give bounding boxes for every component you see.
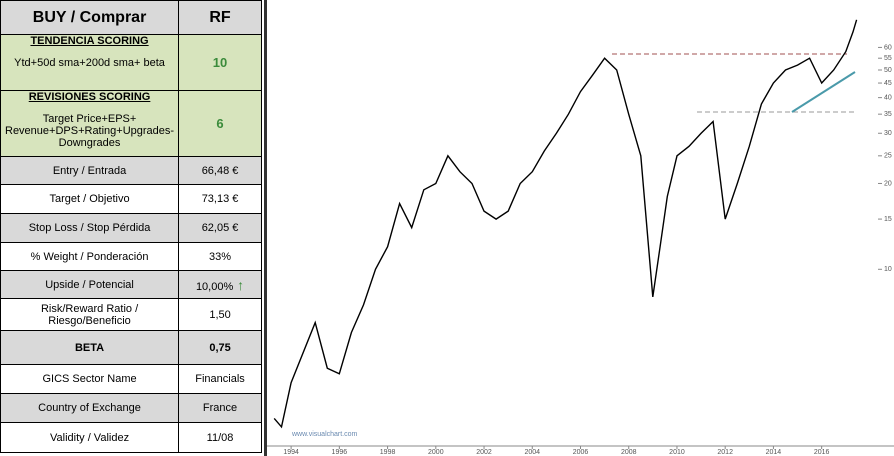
y-tick-label: 10 [884,266,892,273]
scoring-value: 10 [178,34,262,91]
row-label: Stop Loss / Stop Pérdida [0,213,180,243]
scoring-label: REVISIONES SCORING Target Price+EPS+ Reve… [0,90,180,157]
table-row: Country of Exchange France [0,393,262,423]
x-tick-label: 1998 [380,449,396,456]
row-value: Financials [178,364,262,394]
row-value: France [178,393,262,423]
up-arrow-icon: ↑ [233,276,245,293]
row-value: 62,05 € [178,213,262,243]
row-value: 11/08 [178,422,262,453]
x-tick-label: 2006 [573,449,589,456]
price-line [273,19,858,429]
row-value: 1,50 [178,298,262,331]
row-label: BETA [0,330,180,365]
scoring-description: Target Price+EPS+ Revenue+DPS+Rating+Upg… [5,113,175,149]
row-label: Target / Objetivo [0,184,180,214]
row-label: GICS Sector Name [0,364,180,394]
y-tick-label: 25 [884,153,892,160]
y-tick-label: 20 [884,180,892,187]
row-value: 10,00% ↑ [178,270,262,299]
table-row: GICS Sector Name Financials [0,364,262,394]
x-tick-label: 2014 [766,449,782,456]
y-tick-label: 50 [884,67,892,74]
y-tick-label: 60 [884,44,892,51]
row-value: 66,48 € [178,156,262,185]
scoring-label: TENDENCIA SCORING Ytd+50d sma+200d sma+ b… [0,34,180,91]
table-row: BETA 0,75 [0,330,262,365]
table-row: Target / Objetivo 73,13 € [0,184,262,214]
x-tick-label: 2012 [717,449,733,456]
row-label: % Weight / Ponderación [0,242,180,271]
scoring-row: TENDENCIA SCORING Ytd+50d sma+200d sma+ b… [0,34,262,91]
y-tick-label: 55 [884,55,892,62]
row-label: Validity / Validez [0,422,180,453]
scoring-title: REVISIONES SCORING [28,91,151,103]
y-tick-label: 15 [884,216,892,223]
table-row: Upside / Potencial 10,00% ↑ [0,270,262,299]
x-tick-label: 2010 [669,449,685,456]
table-row: Entry / Entrada 66,48 € [0,156,262,185]
row-label: Upside / Potencial [0,270,180,299]
row-value: 0,75 [178,330,262,365]
header-cell: RF [178,0,262,35]
row-value: 73,13 € [178,184,262,214]
x-tick-label: 1996 [332,449,348,456]
x-tick-label: 2008 [621,449,637,456]
y-tick-label: 45 [884,80,892,87]
summary-table: BUY / Comprar RF TENDENCIA SCORING Ytd+50… [0,0,262,453]
scoring-description: Ytd+50d sma+200d sma+ beta [14,57,165,69]
x-tick-label: 2004 [524,449,540,456]
table-row: Validity / Validez 11/08 [0,422,262,453]
row-label: Entry / Entrada [0,156,180,185]
row-value: 33% [178,242,262,271]
row-label: Risk/Reward Ratio / Riesgo/Beneficio [0,298,180,331]
x-tick-label: 2000 [428,449,444,456]
scoring-title: TENDENCIA SCORING [30,35,149,47]
row-label: Country of Exchange [0,393,180,423]
price-chart: www.visualchart.com 1994 1996 1998 2000 2002… [264,0,894,456]
watermark: www.visualchart.com [291,431,358,438]
y-tick-label: 40 [884,94,892,101]
table-row: Risk/Reward Ratio / Riesgo/Beneficio 1,50 [0,298,262,331]
scoring-value: 6 [178,90,262,157]
y-tick-label: 30 [884,130,892,137]
y-tick-label: 35 [884,111,892,118]
scoring-row: REVISIONES SCORING Target Price+EPS+ Reve… [0,90,262,157]
x-tick-label: 2002 [476,449,492,456]
x-tick-label: 2016 [814,449,830,456]
header-cell: BUY / Comprar [0,0,180,35]
table-row: Stop Loss / Stop Pérdida 62,05 € [0,213,262,243]
table-row: % Weight / Ponderación 33% [0,242,262,271]
trend-line [791,71,856,113]
x-tick-label: 1994 [283,449,299,456]
header-row: BUY / Comprar RF [0,0,262,35]
